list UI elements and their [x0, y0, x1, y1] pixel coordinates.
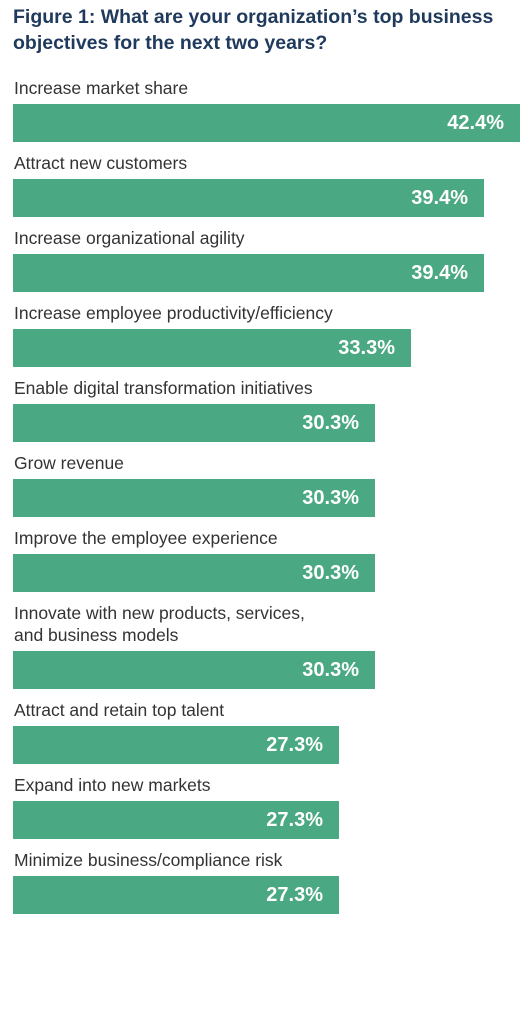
bar: 39.4% [13, 254, 484, 292]
category-label: Attract and retain top talent [14, 700, 225, 720]
category-label: Minimize business/compliance risk [14, 850, 283, 870]
value-label: 30.3% [302, 562, 359, 584]
bar: 27.3% [13, 876, 339, 914]
bar: 33.3% [13, 329, 411, 367]
category-label: Increase employee productivity/efficienc… [14, 303, 333, 323]
bar: 27.3% [13, 726, 339, 764]
category-label: Innovate with new products, services, an… [14, 603, 305, 645]
value-label: 30.3% [302, 659, 359, 681]
value-label: 39.4% [411, 262, 468, 284]
value-label: 42.4% [447, 112, 504, 134]
chart-title: Figure 1: What are your organization’s t… [13, 6, 494, 54]
value-label: 33.3% [338, 337, 395, 359]
value-label: 27.3% [266, 734, 323, 756]
value-label: 30.3% [302, 487, 359, 509]
category-label: Increase market share [14, 78, 189, 98]
bar: 30.3% [13, 404, 375, 442]
value-label: 27.3% [266, 884, 323, 906]
category-label: Enable digital transformation initiative… [14, 378, 313, 398]
bar: 39.4% [13, 179, 484, 217]
value-label: 30.3% [302, 412, 359, 434]
bar: 27.3% [13, 801, 339, 839]
bar: 30.3% [13, 554, 375, 592]
bar: 42.4% [13, 104, 520, 142]
value-label: 39.4% [411, 187, 468, 209]
category-label: Expand into new markets [14, 775, 211, 795]
value-label: 27.3% [266, 809, 323, 831]
bar: 30.3% [13, 479, 375, 517]
category-label: Grow revenue [14, 453, 124, 473]
category-label: Increase organizational agility [14, 228, 245, 248]
category-label: Attract new customers [14, 153, 188, 173]
bar: 30.3% [13, 651, 375, 689]
category-label: Improve the employee experience [14, 528, 278, 548]
